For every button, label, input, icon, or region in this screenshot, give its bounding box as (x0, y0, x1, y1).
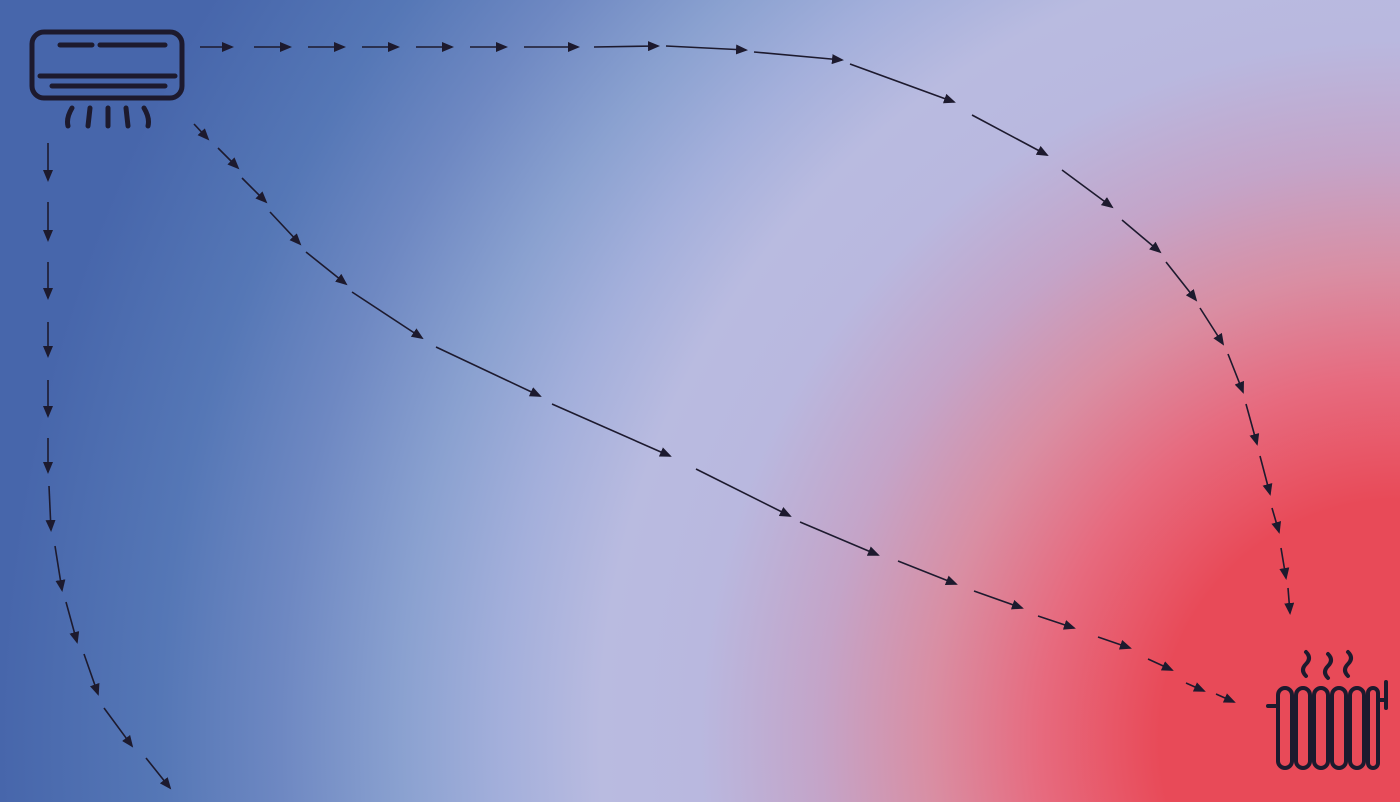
left-flow-arrow-7 (45, 485, 56, 532)
diagonal-flow-arrow-5 (305, 251, 348, 286)
left-flow-arrow-12 (145, 757, 172, 790)
top-flow-arrow-15 (1165, 261, 1198, 302)
diagonal-flow-arrow-16 (1185, 682, 1206, 692)
diagonal-flow-arrow-13 (1037, 615, 1076, 630)
top-flow-arrow-13 (1061, 169, 1114, 209)
left-flow-arrow-10 (83, 653, 100, 696)
diagonal-flow-arrow-17 (1215, 693, 1236, 703)
diagonal-flow-arrow-1 (193, 123, 210, 141)
diagonal-flow-arrow-11 (897, 560, 958, 585)
top-flow-arrow-16 (1199, 307, 1225, 346)
top-flow-arrow-17 (1227, 353, 1244, 394)
top-flow-arrow-22 (1284, 587, 1295, 615)
left-flow (43, 143, 172, 790)
air-conditioner-icon (29, 29, 185, 129)
top-flow-arrow-14 (1121, 219, 1162, 254)
top-flow-arrow-10 (753, 51, 844, 65)
left-flow-arrow-9 (65, 601, 80, 644)
diagonal-flow-arrow-4 (269, 211, 302, 246)
flow-arrows (43, 41, 1295, 790)
diagonal-flow-arrow-10 (799, 521, 880, 556)
diagonal-flow-arrow-6 (351, 291, 424, 340)
diagonal-flow-arrow-14 (1097, 636, 1132, 650)
top-flow (200, 41, 1295, 615)
diagonal-flow-arrow-7 (435, 346, 542, 397)
top-flow-arrow-21 (1279, 547, 1290, 580)
top-flow-arrow-20 (1271, 507, 1281, 534)
left-flow-arrow-8 (54, 545, 66, 592)
diagonal-flow-arrow-9 (695, 468, 792, 517)
top-flow-arrow-11 (849, 63, 956, 104)
diagonal-flow-arrow-2 (217, 147, 240, 170)
diagonal-flow-arrow-3 (241, 177, 268, 204)
top-flow-arrow-12 (971, 114, 1049, 156)
top-flow-arrow-18 (1245, 403, 1260, 446)
top-flow-arrow-8 (593, 41, 660, 52)
diagonal-flow-arrow-12 (973, 590, 1024, 610)
radiator-icon (1266, 650, 1388, 770)
top-flow-arrow-19 (1259, 455, 1273, 496)
diagonal-flow-arrow-8 (551, 403, 672, 457)
left-flow-arrow-11 (103, 707, 134, 748)
diagonal-flow (193, 123, 1236, 703)
top-flow-arrow-9 (665, 44, 748, 55)
diagonal-flow-arrow-15 (1147, 658, 1174, 671)
